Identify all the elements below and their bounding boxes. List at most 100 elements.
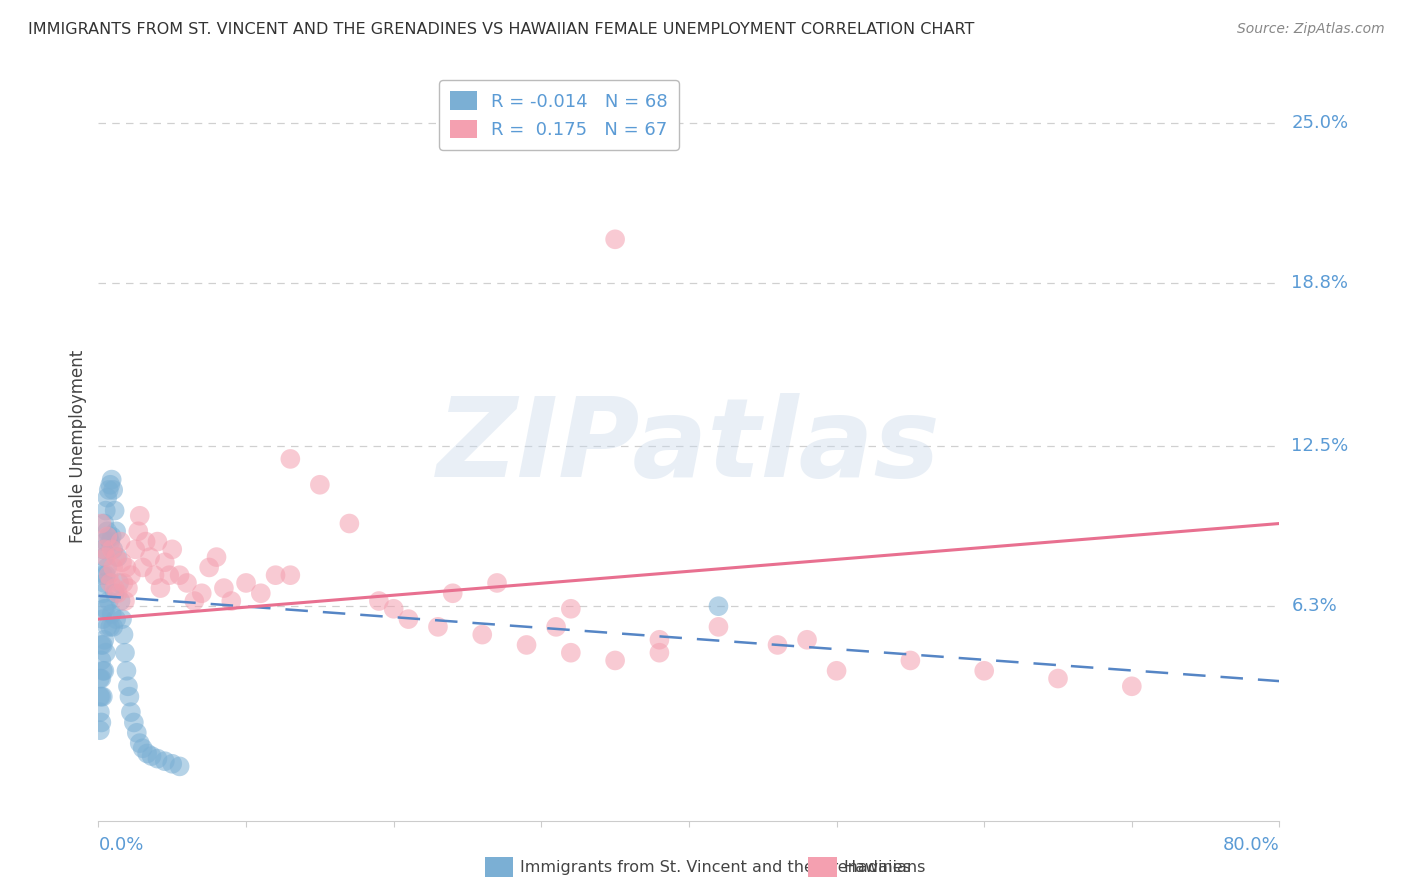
Point <box>157 568 180 582</box>
Point <box>98 477 121 491</box>
Point <box>96 620 118 634</box>
Point <box>104 586 127 600</box>
Point <box>94 568 117 582</box>
Point <box>825 664 848 678</box>
Point <box>153 555 176 569</box>
Point <box>103 620 125 634</box>
Text: 12.5%: 12.5% <box>1291 437 1348 455</box>
Point <box>398 612 420 626</box>
Point <box>93 664 115 678</box>
Point <box>169 759 191 773</box>
Point <box>124 542 146 557</box>
Point <box>441 586 464 600</box>
Point <box>368 594 391 608</box>
Point <box>707 599 730 614</box>
Point <box>93 516 115 531</box>
Point <box>91 664 114 678</box>
Point <box>973 664 995 678</box>
Point <box>471 627 494 641</box>
Point <box>127 524 149 539</box>
Point <box>235 576 257 591</box>
Text: Source: ZipAtlas.com: Source: ZipAtlas.com <box>1237 22 1385 37</box>
Point <box>183 594 205 608</box>
Point <box>100 473 122 487</box>
Point <box>110 534 132 549</box>
Point <box>91 690 114 704</box>
Point <box>98 534 121 549</box>
Point <box>104 581 127 595</box>
Legend: R = -0.014   N = 68, R =  0.175   N = 67: R = -0.014 N = 68, R = 0.175 N = 67 <box>439 80 679 150</box>
Point <box>120 705 142 719</box>
Point <box>117 581 139 595</box>
Point <box>648 646 671 660</box>
Point <box>96 491 118 505</box>
Point <box>98 576 121 591</box>
Point <box>546 620 568 634</box>
Point <box>198 560 221 574</box>
Point <box>212 581 235 595</box>
Point <box>382 601 405 615</box>
Text: 18.8%: 18.8% <box>1291 274 1348 293</box>
Point <box>118 690 141 704</box>
Point <box>427 620 450 634</box>
Point <box>91 542 114 557</box>
Point <box>94 601 117 615</box>
Point <box>91 568 114 582</box>
Point <box>280 451 302 466</box>
Point <box>115 664 138 678</box>
Point <box>250 586 273 600</box>
Point <box>110 594 132 608</box>
Point <box>146 751 169 765</box>
Point <box>560 646 582 660</box>
Text: 0.0%: 0.0% <box>98 836 143 855</box>
Point <box>105 550 128 565</box>
Point <box>114 646 136 660</box>
Text: Hawaiians: Hawaiians <box>844 860 927 874</box>
Point <box>280 568 302 582</box>
Point <box>516 638 538 652</box>
Point <box>125 726 148 740</box>
Point <box>93 632 115 647</box>
Point <box>128 508 150 523</box>
Point <box>105 612 128 626</box>
Point <box>132 741 155 756</box>
Point <box>648 632 671 647</box>
Point <box>136 747 159 761</box>
Point <box>149 581 172 595</box>
Point <box>103 542 125 557</box>
Point <box>339 516 361 531</box>
Point <box>115 560 138 574</box>
Text: 6.3%: 6.3% <box>1291 597 1337 615</box>
Point <box>169 568 191 582</box>
Point <box>162 542 183 557</box>
Point <box>97 568 120 582</box>
Text: IMMIGRANTS FROM ST. VINCENT AND THE GRENADINES VS HAWAIIAN FEMALE UNEMPLOYMENT C: IMMIGRANTS FROM ST. VINCENT AND THE GREN… <box>28 22 974 37</box>
Point <box>605 653 627 667</box>
Text: Immigrants from St. Vincent and the Grenadines: Immigrants from St. Vincent and the Gren… <box>520 860 911 874</box>
Point <box>90 672 112 686</box>
Point <box>97 483 120 497</box>
Point <box>560 601 582 615</box>
Point <box>264 568 287 582</box>
Point <box>90 690 112 704</box>
Text: 80.0%: 80.0% <box>1223 836 1279 855</box>
Point <box>139 550 162 565</box>
Point <box>103 483 125 497</box>
Point <box>135 534 157 549</box>
Point <box>103 560 125 574</box>
Point <box>111 612 134 626</box>
Point <box>96 529 118 543</box>
Point <box>91 586 114 600</box>
Point <box>141 749 163 764</box>
Point <box>98 620 121 634</box>
Point <box>221 594 243 608</box>
Point <box>486 576 509 591</box>
Point <box>309 477 332 491</box>
Point <box>766 638 789 652</box>
Point <box>100 542 122 557</box>
Point <box>90 638 112 652</box>
Point <box>112 576 135 591</box>
Point <box>707 620 730 634</box>
Point <box>90 653 112 667</box>
Point <box>90 516 112 531</box>
